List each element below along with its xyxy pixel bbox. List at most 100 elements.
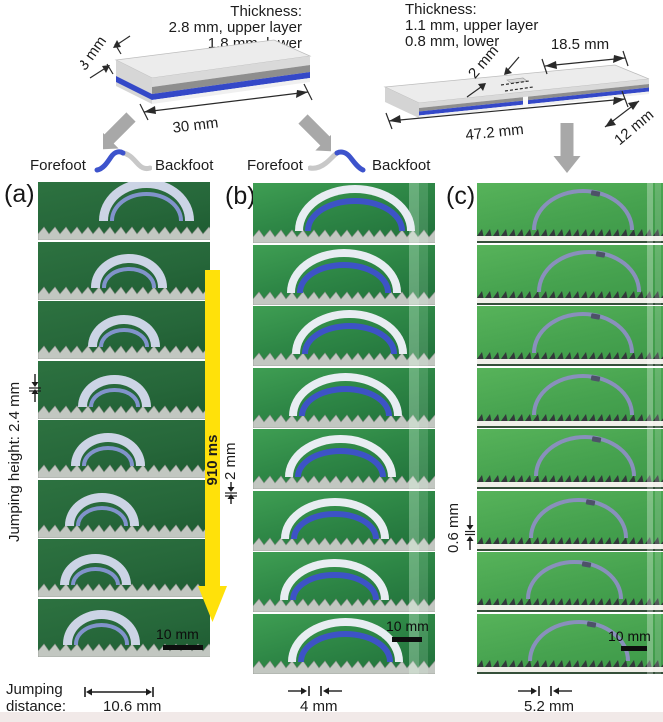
slab-notch — [500, 77, 534, 111]
sawtooth-rail — [477, 352, 663, 366]
arch-inner-band — [304, 198, 405, 231]
left-thickness-heading: Thickness: — [230, 3, 302, 20]
sawtooth-rail — [253, 475, 435, 489]
left-slab-diagram: 3 mm 30 mm — [80, 33, 313, 137]
right-thickness-note: Thickness: 1.1 mm, upper layer 0.8 mm, l… — [405, 2, 538, 50]
dist-value-c: 5.2 mm — [524, 698, 575, 715]
arch-hinge-notch — [590, 190, 600, 197]
label-47-2mm: 47.2 mm — [465, 121, 525, 144]
sawtooth-rail — [38, 524, 210, 538]
legend-b-forefoot: Forefoot — [247, 157, 303, 174]
panel-label-b: (b) — [225, 182, 256, 210]
c-height-label: 0.6 mm — [445, 502, 462, 553]
dimension-12mm: 12 mm — [604, 100, 657, 145]
robot-arch — [531, 312, 635, 353]
photo-frame-b-4 — [253, 367, 435, 428]
dist-word-jumping: Jumping — [6, 681, 63, 698]
arch-orientation-b-icon — [308, 149, 366, 173]
scale-bar-a — [163, 645, 203, 650]
robot-arch — [526, 560, 623, 599]
sawtooth-rail — [38, 286, 210, 300]
panel-label-a: (a) — [4, 180, 35, 208]
arch-inner-band — [71, 566, 120, 585]
jump-height-label: Jumping height: 2.4 mm — [6, 381, 23, 542]
photo-frame-a-2 — [38, 241, 210, 300]
robot-arch — [286, 248, 402, 293]
sawtooth-rail — [38, 405, 210, 419]
sawtooth-rail — [477, 536, 663, 551]
distance-b-measure-icon — [288, 686, 342, 696]
robot-arch — [284, 434, 396, 477]
sawtooth-rail — [253, 660, 435, 674]
sawtooth-rail — [477, 290, 663, 305]
robot-arch — [62, 610, 141, 645]
left-thickness-upper: 2.8 mm, upper layer — [168, 19, 302, 36]
scale-label-b: 10 mm — [386, 618, 429, 634]
label-30mm: 30 mm — [172, 114, 220, 136]
right-slab-diagram: 18.5 mm 2 mm 47.2 mm 12 mm — [383, 36, 657, 145]
robot-arch — [294, 185, 415, 231]
sawtooth-rail — [477, 659, 663, 674]
arch-hinge-notch — [581, 561, 592, 569]
jump-height-measure-icon — [29, 374, 41, 402]
distance-a-measure-icon — [84, 687, 154, 697]
time-arrow: 910 ms — [198, 270, 227, 622]
photo-frame-a-5 — [38, 420, 210, 478]
dimension-18-5mm: 18.5 mm — [541, 36, 629, 75]
right-thickness-upper: 1.1 mm, upper layer — [405, 17, 539, 34]
arch-inner-band — [81, 446, 134, 466]
photo-frame-a-3 — [38, 301, 210, 359]
arch-inner-band — [73, 623, 130, 645]
b-height-measure-icon — [225, 482, 237, 504]
frame-column-a — [38, 182, 210, 657]
arch-hinge-notch — [595, 251, 606, 258]
robot-arch — [281, 497, 389, 539]
photo-frame-a-4 — [38, 360, 210, 419]
sawtooth-rail — [253, 414, 435, 428]
flow-arrow-down-left-icon — [103, 112, 136, 150]
robot-arch — [87, 315, 161, 347]
scale-bar-b — [392, 637, 422, 642]
c-height-measure-icon — [465, 516, 475, 550]
robot-arch — [531, 189, 635, 230]
sawtooth-rail — [38, 345, 210, 359]
photo-frame-b-1 — [253, 183, 435, 243]
sawtooth-rail — [477, 598, 663, 612]
photo-frame-c-3 — [477, 306, 663, 366]
sawtooth-rail — [253, 229, 435, 243]
arch-inner-band — [296, 261, 392, 293]
sawtooth-rail — [38, 464, 210, 478]
arch-inner-band — [299, 385, 393, 416]
label-12mm: 12 mm — [611, 106, 657, 145]
robot-arch — [78, 374, 151, 407]
photo-frame-b-6 — [253, 490, 435, 551]
arch-inner-band — [102, 267, 156, 288]
panel-label-c: (c) — [446, 182, 476, 210]
dist-value-a: 10.6 mm — [103, 698, 162, 715]
arch-hinge-notch — [590, 374, 600, 382]
arch-inner-band — [302, 323, 397, 354]
legend-a-forefoot: Forefoot — [30, 157, 86, 174]
robot-arch — [529, 498, 628, 538]
photo-frame-c-2 — [477, 244, 663, 305]
arch-hinge-notch — [586, 620, 597, 628]
arch-inner-band — [75, 505, 128, 526]
photo-frame-c-6 — [477, 490, 663, 551]
robot-arch — [91, 254, 167, 288]
sawtooth-rail — [253, 598, 435, 612]
frame-column-c — [477, 183, 663, 674]
sawtooth-rail — [38, 583, 210, 597]
arch-hinge-notch — [585, 499, 595, 506]
photo-frame-a-7 — [38, 539, 210, 597]
arch-inner-band — [294, 447, 386, 477]
arch-inner-band — [98, 328, 150, 347]
right-thickness-lower: 0.8 mm, lower — [405, 33, 500, 50]
photo-frame-c-5 — [477, 429, 663, 489]
photo-frame-c-8 — [477, 613, 663, 674]
photo-frame-b-8 — [253, 613, 435, 674]
time-arrow-label: 910 ms — [204, 435, 221, 486]
robot-arch — [533, 435, 637, 476]
dimension-47-2mm: 47.2 mm — [385, 90, 629, 144]
label-18-5mm: 18.5 mm — [551, 36, 609, 53]
